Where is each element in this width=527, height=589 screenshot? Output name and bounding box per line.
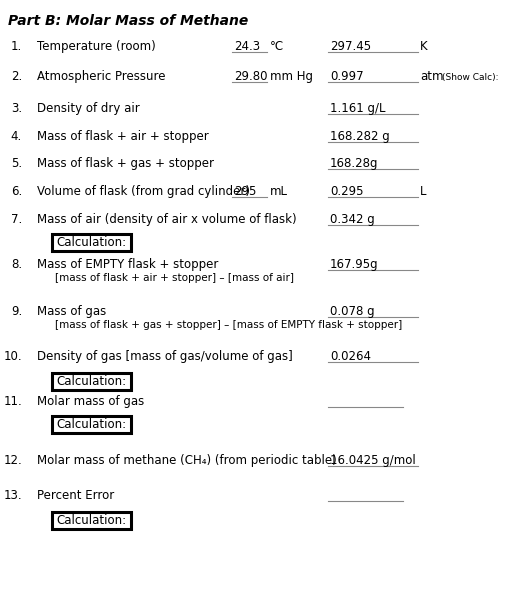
Text: Percent Error: Percent Error: [37, 489, 114, 502]
Text: 0.342 g: 0.342 g: [330, 213, 375, 226]
Text: 16.0425 g/mol: 16.0425 g/mol: [330, 454, 416, 467]
Text: 13.: 13.: [3, 489, 22, 502]
Text: Mass of air (density of air x volume of flask): Mass of air (density of air x volume of …: [37, 213, 297, 226]
Text: 8.: 8.: [11, 258, 22, 271]
FancyBboxPatch shape: [52, 415, 131, 432]
Text: Calculation:: Calculation:: [56, 514, 126, 527]
Text: 168.282 g: 168.282 g: [330, 130, 390, 143]
FancyBboxPatch shape: [52, 372, 131, 389]
Text: mm Hg: mm Hg: [270, 70, 313, 83]
Text: L: L: [420, 185, 426, 198]
Text: 1.161 g/L: 1.161 g/L: [330, 102, 385, 115]
Text: 0.078 g: 0.078 g: [330, 305, 375, 318]
Text: (Show Calc):: (Show Calc):: [442, 73, 499, 82]
FancyBboxPatch shape: [52, 233, 131, 250]
Text: 6.: 6.: [11, 185, 22, 198]
Text: Mass of gas: Mass of gas: [37, 305, 106, 318]
Text: Density of dry air: Density of dry air: [37, 102, 140, 115]
Text: 0.997: 0.997: [330, 70, 364, 83]
Text: 0.295: 0.295: [330, 185, 364, 198]
Text: mL: mL: [270, 185, 288, 198]
Text: Mass of EMPTY flask + stopper: Mass of EMPTY flask + stopper: [37, 258, 218, 271]
Text: 10.: 10.: [3, 350, 22, 363]
Text: 12.: 12.: [3, 454, 22, 467]
Text: 297.45: 297.45: [330, 40, 371, 53]
Text: 3.: 3.: [11, 102, 22, 115]
Text: 11.: 11.: [3, 395, 22, 408]
Text: [mass of flask + gas + stopper] – [mass of EMPTY flask + stopper]: [mass of flask + gas + stopper] – [mass …: [55, 320, 402, 330]
Text: Temperature (room): Temperature (room): [37, 40, 156, 53]
Text: Molar mass of methane (CH₄) (from periodic table): Molar mass of methane (CH₄) (from period…: [37, 454, 337, 467]
Text: Volume of flask (from grad cylinder): Volume of flask (from grad cylinder): [37, 185, 250, 198]
Text: 24.3: 24.3: [234, 40, 260, 53]
Text: Mass of flask + air + stopper: Mass of flask + air + stopper: [37, 130, 209, 143]
Text: Part B: Molar Mass of Methane: Part B: Molar Mass of Methane: [8, 14, 248, 28]
Text: 2.: 2.: [11, 70, 22, 83]
Text: 0.0264: 0.0264: [330, 350, 371, 363]
Text: [mass of flask + air + stopper] – [mass of air]: [mass of flask + air + stopper] – [mass …: [55, 273, 294, 283]
Text: Atmospheric Pressure: Atmospheric Pressure: [37, 70, 165, 83]
Text: 1.: 1.: [11, 40, 22, 53]
Text: Calculation:: Calculation:: [56, 236, 126, 249]
Text: 168.28g: 168.28g: [330, 157, 378, 170]
Text: Mass of flask + gas + stopper: Mass of flask + gas + stopper: [37, 157, 214, 170]
Text: 9.: 9.: [11, 305, 22, 318]
Text: 5.: 5.: [11, 157, 22, 170]
Text: °C: °C: [270, 40, 284, 53]
Text: Molar mass of gas: Molar mass of gas: [37, 395, 144, 408]
Text: 295: 295: [234, 185, 256, 198]
Text: 167.95g: 167.95g: [330, 258, 378, 271]
Text: 29.80: 29.80: [234, 70, 268, 83]
Text: Calculation:: Calculation:: [56, 418, 126, 431]
Text: Density of gas [mass of gas/volume of gas]: Density of gas [mass of gas/volume of ga…: [37, 350, 293, 363]
Text: 4.: 4.: [11, 130, 22, 143]
Text: atm: atm: [420, 70, 444, 83]
FancyBboxPatch shape: [52, 511, 131, 528]
Text: 7.: 7.: [11, 213, 22, 226]
Text: Calculation:: Calculation:: [56, 375, 126, 388]
Text: K: K: [420, 40, 427, 53]
